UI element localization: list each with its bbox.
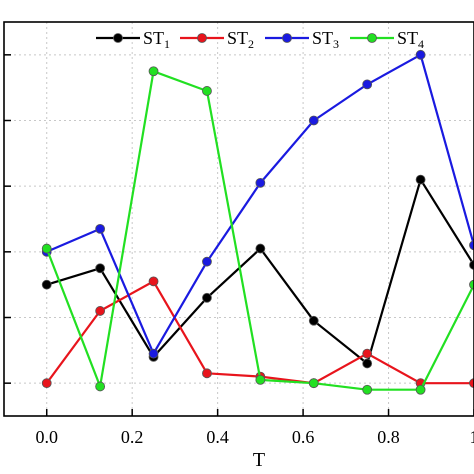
data-point xyxy=(415,384,426,395)
data-point xyxy=(469,279,474,290)
x-tick-label: 0.0 xyxy=(35,427,58,447)
legend: ST1 ST2 ST3 ST4 xyxy=(96,28,424,51)
x-axis-title: T xyxy=(253,449,265,471)
data-point xyxy=(202,256,212,267)
legend-item: ST2 xyxy=(180,28,254,51)
series-st3 xyxy=(41,49,474,359)
data-point xyxy=(469,260,474,270)
data-point xyxy=(469,240,474,251)
data-point xyxy=(415,174,426,185)
legend-marker xyxy=(197,33,207,43)
data-point xyxy=(95,263,106,274)
legend-item: ST3 xyxy=(265,28,339,51)
data-point xyxy=(362,79,373,90)
series-st4 xyxy=(41,66,474,395)
data-point xyxy=(202,368,212,379)
x-tick-labels: 0.0 0.2 0.4 0.6 0.8 1 xyxy=(35,409,474,447)
data-point xyxy=(41,378,52,389)
series-line xyxy=(45,280,474,385)
data-point xyxy=(95,306,106,316)
x-tick-label: 1 xyxy=(470,427,474,447)
series-line xyxy=(46,53,474,355)
x-tick-label: 0.2 xyxy=(121,427,144,447)
legend-marker xyxy=(367,33,377,43)
x-tick-label: 0.8 xyxy=(377,427,400,447)
series-line xyxy=(45,70,474,391)
data-point xyxy=(95,381,106,392)
data-point xyxy=(308,378,319,389)
data-point xyxy=(255,243,266,254)
data-point xyxy=(469,378,474,389)
legend-marker xyxy=(282,33,292,43)
data-point xyxy=(148,66,159,77)
data-point xyxy=(148,348,159,359)
data-point xyxy=(148,276,159,287)
data-point xyxy=(202,86,212,96)
data-point xyxy=(255,374,266,385)
data-point xyxy=(362,358,373,369)
data-point xyxy=(41,279,52,290)
legend-label: ST4 xyxy=(397,28,424,51)
series-st1 xyxy=(41,174,474,369)
legend-label: ST2 xyxy=(227,28,254,51)
legend-label: ST1 xyxy=(143,28,170,51)
data-point xyxy=(362,348,373,359)
data-point xyxy=(95,223,106,234)
legend-marker xyxy=(113,33,123,43)
data-point xyxy=(202,292,212,303)
data-point xyxy=(41,243,52,254)
legend-item: ST4 xyxy=(350,28,424,51)
series-layer xyxy=(41,49,474,395)
data-point xyxy=(308,315,319,326)
data-point xyxy=(415,49,426,60)
grid xyxy=(4,22,474,416)
axes xyxy=(3,21,474,417)
data-point xyxy=(308,115,319,126)
data-point xyxy=(255,177,266,188)
x-tick-label: 0.4 xyxy=(206,427,229,447)
data-point xyxy=(362,384,373,395)
plot-frame xyxy=(3,21,474,417)
series-line xyxy=(46,178,474,365)
legend-label: ST3 xyxy=(312,28,339,51)
legend-item: ST1 xyxy=(96,28,170,51)
x-tick-label: 0.6 xyxy=(292,427,315,447)
